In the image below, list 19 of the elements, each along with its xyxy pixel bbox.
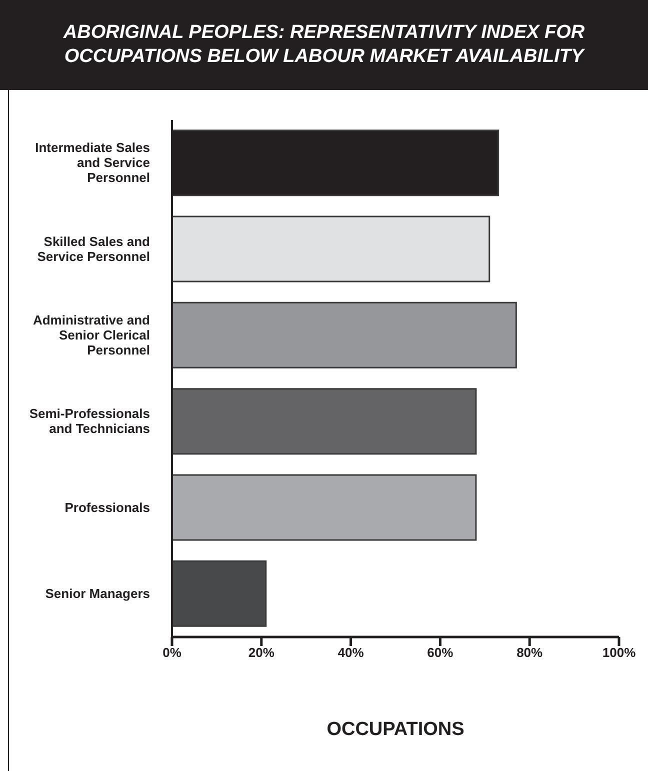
bar (172, 388, 477, 455)
x-tick-label: 80% (516, 645, 544, 660)
y-tick-label: Skilled Sales and Service Personnel (37, 234, 150, 264)
x-tick-label: 100% (602, 645, 636, 660)
y-tick-label: Administrative and Senior Clerical Personnel (32, 312, 150, 358)
y-tick-label: Senior Managers (45, 586, 150, 601)
x-tick-label: 0% (162, 645, 182, 660)
bar (172, 216, 490, 282)
chart-title: ABORIGINAL PEOPLES: REPRESENTATIVITY INDEX FOR OCCUPATIONS BELOW LABOUR MARKET AVAILABILITY (0, 0, 648, 90)
y-tick-label: Intermediate Sales and Service Personnel (35, 140, 150, 186)
x-axis-title: OCCUPATIONS (326, 719, 464, 740)
bar (172, 560, 267, 627)
x-tick-label: 60% (427, 645, 454, 660)
bar (172, 302, 517, 368)
bar (172, 474, 477, 541)
y-tick-label: Semi-Professionals and Technicians (29, 406, 150, 436)
x-tick-label: 20% (248, 645, 275, 660)
x-tick-label: 40% (338, 645, 364, 660)
y-tick-label: Professionals (64, 500, 150, 515)
